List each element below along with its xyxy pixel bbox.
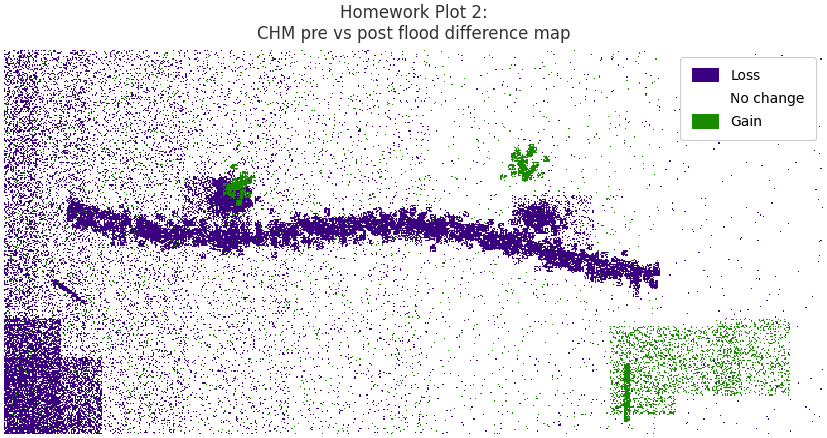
Legend: Loss, No change, Gain: Loss, No change, Gain <box>681 57 816 140</box>
Title: Homework Plot 2:
CHM pre vs post flood difference map: Homework Plot 2: CHM pre vs post flood d… <box>256 4 571 43</box>
